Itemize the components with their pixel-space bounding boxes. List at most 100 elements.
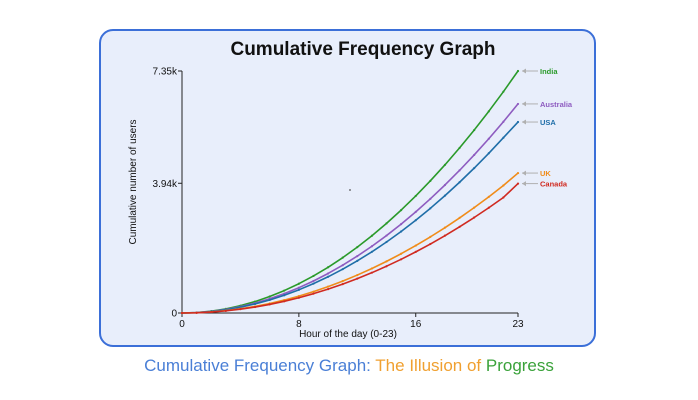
caption-part-2: The Illusion of <box>375 356 486 375</box>
data-point-uk <box>443 226 447 229</box>
data-point-uk <box>473 206 476 209</box>
y-tick-label: 7.35k <box>153 67 178 78</box>
data-point-uk <box>458 216 461 220</box>
data-point-india <box>283 289 286 292</box>
data-point-canada <box>195 311 198 314</box>
x-tick-label: 16 <box>410 319 422 330</box>
x-tick-label: 8 <box>296 319 302 330</box>
data-point-canada <box>458 225 461 228</box>
data-point-india <box>297 282 300 285</box>
cumulative-frequency-chart: Cumulative Frequency Graph Cumulative nu… <box>128 39 573 340</box>
series-line-usa <box>181 121 519 314</box>
data-point-uk <box>487 195 490 198</box>
data-point-australia <box>370 245 374 248</box>
data-point-canada <box>283 300 286 303</box>
data-point-india <box>429 179 432 182</box>
data-point-canada <box>385 265 388 268</box>
series-label-uk: UK <box>540 169 551 178</box>
label-arrow-india <box>522 68 526 74</box>
data-point-uk <box>502 184 505 187</box>
data-point-uk <box>400 252 403 255</box>
data-point-india <box>487 110 490 113</box>
data-point-canada <box>473 216 476 219</box>
data-point-usa <box>326 275 330 278</box>
y-axis-label: Cumulative number of users <box>128 119 139 244</box>
series-line-india <box>181 70 519 314</box>
data-point-usa <box>385 240 388 244</box>
series-label-canada: Canada <box>540 180 568 189</box>
data-point-australia <box>297 286 300 289</box>
data-point-canada <box>312 292 315 295</box>
data-point-usa <box>253 302 257 306</box>
data-point-australia <box>473 153 476 157</box>
data-point-usa <box>443 194 447 197</box>
data-point-usa <box>370 250 374 253</box>
data-point-india <box>502 90 505 93</box>
data-point-uk <box>341 280 344 283</box>
data-point-usa <box>283 294 286 297</box>
data-point-usa <box>516 120 520 124</box>
data-point-usa <box>487 152 490 155</box>
data-point-australia <box>502 120 505 123</box>
data-point-canada <box>239 308 242 311</box>
data-point-canada <box>356 277 359 280</box>
data-point-canada <box>326 288 330 291</box>
data-point-australia <box>356 255 359 258</box>
data-point-uk <box>312 290 315 293</box>
data-point-australia <box>516 102 520 106</box>
data-point-canada <box>414 250 417 253</box>
data-point-india <box>516 69 520 73</box>
data-point-uk <box>297 295 300 298</box>
x-axis-label: Hour of the day (0-23) <box>299 329 397 340</box>
label-arrow-australia <box>522 101 526 107</box>
data-point-uk <box>385 260 388 263</box>
data-point-australia <box>443 183 447 187</box>
chart-card: Cumulative Frequency Graph Cumulative nu… <box>99 29 596 347</box>
data-point-canada <box>370 271 374 274</box>
data-point-usa <box>414 219 417 222</box>
data-point-india <box>400 209 403 212</box>
stray-dot <box>349 189 351 191</box>
data-point-india <box>370 234 374 237</box>
data-point-uk <box>356 273 359 277</box>
data-point-canada <box>180 311 184 315</box>
data-point-canada <box>487 206 490 209</box>
caption-part-3: Progress <box>485 356 554 375</box>
data-point-india <box>473 128 476 132</box>
data-point-usa <box>341 268 344 271</box>
label-arrow-canada <box>522 181 526 187</box>
series-label-australia: Australia <box>540 100 573 109</box>
data-point-australia <box>400 223 403 226</box>
data-point-usa <box>458 181 461 184</box>
data-point-australia <box>429 197 432 200</box>
data-point-usa <box>356 259 359 262</box>
x-tick-label: 0 <box>179 319 185 330</box>
data-point-canada <box>400 258 403 261</box>
series-line-uk <box>181 172 519 314</box>
data-point-usa <box>473 167 476 170</box>
data-point-australia <box>487 137 490 140</box>
data-point-usa <box>312 282 315 285</box>
data-point-australia <box>385 234 388 237</box>
data-point-canada <box>341 283 344 286</box>
caption: Cumulative Frequency Graph: The Illusion… <box>0 356 698 376</box>
label-arrow-usa <box>522 119 526 125</box>
data-point-usa <box>429 207 432 210</box>
data-point-uk <box>326 285 330 288</box>
data-point-uk <box>516 171 520 175</box>
data-point-uk <box>370 267 374 270</box>
data-point-canada <box>516 182 520 185</box>
data-point-india <box>414 194 417 198</box>
data-point-india <box>443 163 447 166</box>
y-tick-label: 3.94k <box>153 179 178 190</box>
data-point-canada <box>443 234 447 237</box>
data-point-australia <box>312 279 315 283</box>
data-point-usa <box>400 230 403 233</box>
data-point-india <box>341 256 344 259</box>
data-point-australia <box>414 210 417 213</box>
data-point-canada <box>297 296 300 299</box>
data-point-canada <box>253 305 257 309</box>
data-point-australia <box>283 292 286 295</box>
data-point-india <box>385 222 388 225</box>
data-point-uk <box>429 235 432 238</box>
